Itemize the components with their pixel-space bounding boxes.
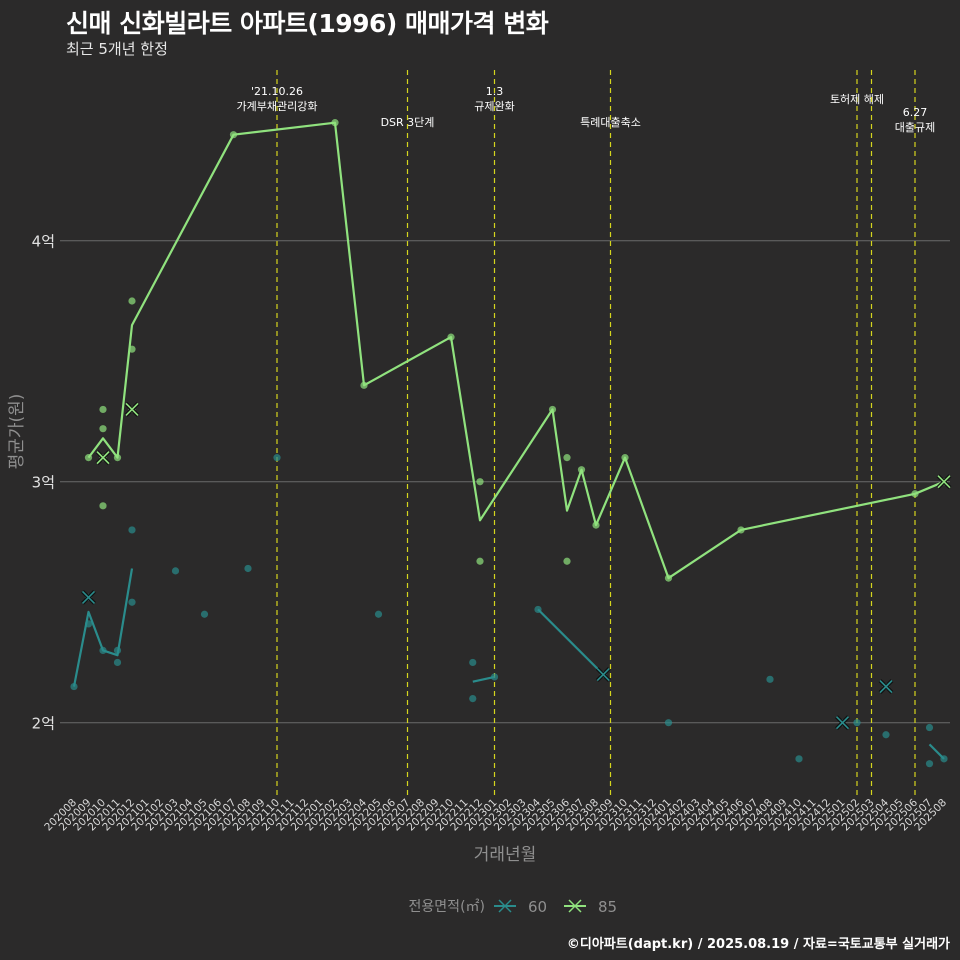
data-point-60 [925, 760, 934, 768]
y-tick-label: 3억 [32, 474, 55, 492]
data-point-60 [766, 675, 774, 683]
data-point-60 [99, 646, 107, 655]
series-85 [84, 119, 952, 582]
data-point-85 [128, 297, 136, 305]
data-point-60 [882, 731, 890, 739]
data-point-60 [469, 658, 477, 667]
data-point-85 [563, 557, 571, 565]
data-point-60 [128, 526, 136, 534]
legend-key-cross [498, 899, 512, 913]
data-point-60 [534, 605, 542, 614]
legend-key-cross [568, 899, 582, 913]
data-point-85 [128, 345, 136, 353]
data-point-85 [737, 526, 745, 534]
legend-label: 85 [598, 898, 617, 916]
y-tick-label: 4억 [32, 233, 55, 251]
data-point-60 [795, 755, 803, 763]
legend-title: 전용면적(㎡) [409, 899, 485, 915]
event-label: 토허제 해제 [830, 92, 884, 106]
data-point-85 [911, 490, 919, 498]
legend: 전용면적(㎡) 60 85 [409, 898, 618, 916]
chart-subtitle: 최근 5개년 한정 [66, 40, 168, 58]
data-point-60 [113, 646, 122, 655]
data-point-60 [469, 695, 477, 703]
data-point-85 [331, 119, 339, 127]
y-tick-label: 2억 [32, 715, 55, 733]
data-point-85 [577, 466, 586, 474]
data-point-85 [563, 454, 571, 462]
data-point-60 [113, 658, 122, 667]
data-point-85 [99, 502, 107, 510]
cancelled-marker-85 [936, 474, 952, 490]
data-point-60 [374, 610, 383, 618]
event-label: 특례대출축소 [580, 116, 641, 129]
cancelled-marker-stroke [125, 402, 139, 416]
data-point-60 [925, 723, 934, 732]
chart-title: 신매 신화빌라트 아파트(1996) 매매가격 변화 [66, 9, 549, 38]
cancelled-marker-stroke [81, 590, 96, 604]
data-point-85 [84, 454, 93, 462]
cancelled-marker-stroke [596, 667, 610, 682]
legend-label: 60 [528, 898, 547, 916]
data-point-60 [128, 598, 136, 606]
cancelled-marker-85 [124, 402, 140, 417]
data-point-85 [476, 478, 484, 486]
data-point-85 [621, 454, 629, 462]
data-point-60 [70, 682, 78, 691]
event-label: '21.10.26 가계부채관리강화 [237, 85, 318, 113]
data-point-85 [360, 381, 368, 389]
y-axis-title: 평균가(원) [7, 394, 27, 470]
data-point-60 [853, 719, 861, 727]
data-point-85 [548, 405, 557, 414]
cancelled-marker-60 [595, 667, 611, 682]
event-label: 1.3 규제완화 [474, 85, 514, 113]
event-label: 6.27 대출규제 [895, 106, 935, 134]
cancelled-marker-60 [835, 715, 850, 731]
cancelled-marker-stroke [835, 716, 850, 730]
data-point-85 [447, 333, 455, 341]
cancelled-marker-85 [95, 450, 111, 466]
data-point-85 [99, 405, 107, 414]
legend-key-85 [564, 899, 586, 913]
data-point-85 [592, 521, 600, 529]
data-point-85 [99, 425, 107, 433]
data-point-60 [200, 610, 209, 618]
cancelled-marker-stroke [879, 679, 893, 694]
source-caption: ©디아파트(dapt.kr) / 2025.08.19 / 자료=국토교통부 실… [566, 937, 950, 952]
series-line-60 [537, 608, 605, 676]
event-label: DSR 3단계 [381, 116, 435, 129]
series-60 [70, 454, 948, 768]
data-point-85 [229, 131, 238, 139]
series-line-60 [472, 675, 495, 683]
x-axis-title: 거래년월 [474, 845, 537, 865]
data-point-85 [113, 454, 122, 462]
series-line-85 [87, 121, 945, 580]
cancelled-marker-stroke [937, 475, 951, 489]
data-point-60 [84, 620, 93, 628]
cancelled-marker-60 [878, 679, 894, 694]
data-point-60 [273, 454, 281, 462]
data-point-85 [476, 557, 484, 565]
data-point-60 [664, 719, 673, 727]
legend-key-60 [494, 899, 516, 913]
data-point-60 [940, 755, 948, 763]
cancelled-marker-stroke [96, 451, 110, 465]
data-point-85 [664, 574, 673, 582]
data-point-60 [490, 673, 499, 681]
series-line-60 [72, 568, 134, 687]
cancelled-marker-60 [81, 589, 96, 605]
data-point-60 [171, 567, 180, 575]
data-point-60 [244, 564, 252, 573]
